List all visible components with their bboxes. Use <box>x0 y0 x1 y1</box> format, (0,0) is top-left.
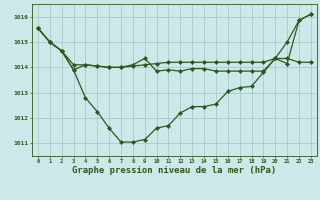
X-axis label: Graphe pression niveau de la mer (hPa): Graphe pression niveau de la mer (hPa) <box>72 166 276 175</box>
